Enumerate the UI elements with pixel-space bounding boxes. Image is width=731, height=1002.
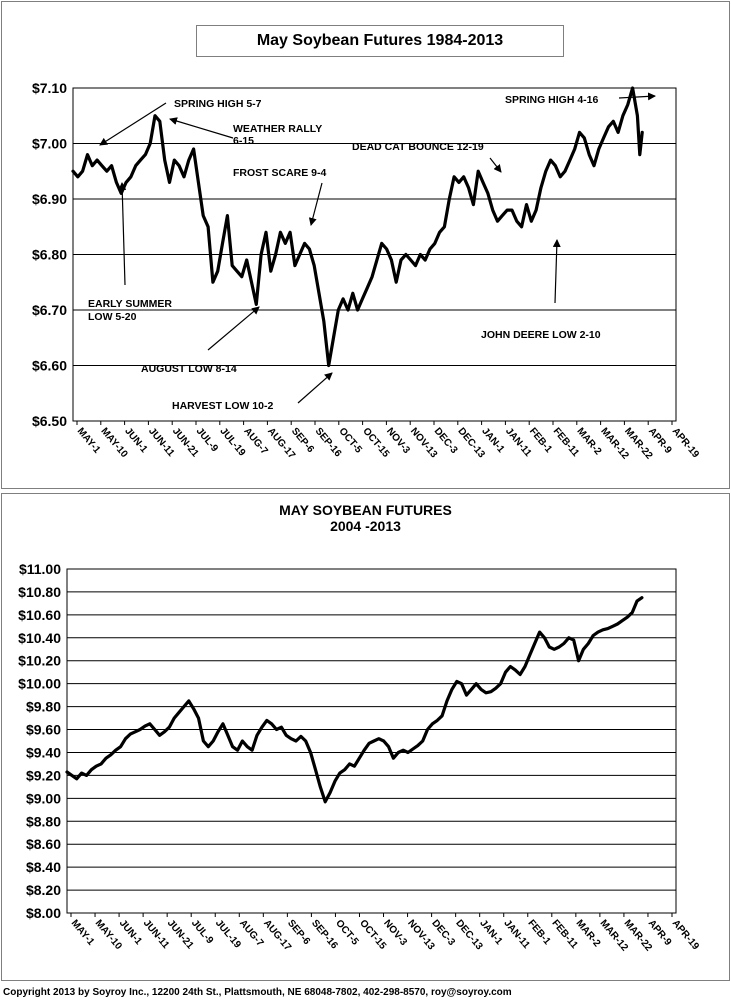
annotation-august-low: AUGUST LOW 8-14 — [141, 363, 237, 375]
y-tick-label: $6.50 — [32, 413, 67, 429]
arrow-john-deere — [552, 239, 561, 304]
price-series-line — [71, 86, 644, 368]
y-tick-label: $11.00 — [19, 561, 61, 577]
annotation-dead-cat-bounce: DEAD CAT BOUNCE 12-19 — [352, 141, 484, 153]
y-tick-label: $6.80 — [32, 247, 67, 263]
y-tick-label: $6.90 — [32, 191, 67, 207]
annotation-harvest-low: HARVEST LOW 10-2 — [172, 400, 273, 412]
y-tick-label: $9.80 — [26, 699, 61, 715]
annotation-weather-rally: WEATHER RALLY 6-15 — [233, 123, 322, 147]
annotation-frost-scare: FROST SCARE 9-4 — [233, 167, 327, 179]
x-tick-label: MAY-1 — [69, 918, 97, 948]
y-tick-label: $9.00 — [26, 790, 61, 806]
price-series-line — [65, 596, 644, 804]
annotation-spring-high-5-7: SPRING HIGH 5-7 — [174, 98, 262, 110]
plot-area — [66, 568, 677, 914]
top-chart: $6.50$6.60$6.70$6.80$6.90$7.00$7.10MAY-1… — [32, 80, 701, 462]
y-tick-label: $6.70 — [32, 302, 67, 318]
y-tick-label: $10.20 — [18, 653, 61, 669]
y-tick-label: $7.10 — [32, 80, 67, 96]
y-tick-label: $8.60 — [26, 836, 61, 852]
y-tick-label: $9.40 — [26, 744, 61, 760]
y-tick-label: $8.00 — [26, 905, 61, 921]
top-chart-title: May Soybean Futures 1984-2013 — [196, 25, 564, 57]
y-tick-label: $7.00 — [32, 136, 67, 152]
footer — [0, 985, 731, 1002]
annotation-spring-high-4-16: SPRING HIGH 4-16 — [505, 94, 599, 106]
arrow-harvest-low — [297, 372, 333, 404]
arrow-weather-rally — [169, 117, 234, 139]
bottom-chart-title: MAY SOYBEAN FUTURES — [279, 502, 452, 518]
y-tick-label: $10.60 — [18, 607, 61, 623]
y-tick-label: $8.20 — [26, 882, 61, 898]
y-tick-label: $8.80 — [26, 813, 61, 829]
arrow-spring-high-5-7 — [99, 102, 167, 146]
annotation-john-deere-low: JOHN DEERE LOW 2-10 — [481, 329, 601, 341]
bottom-chart-panel — [1, 493, 730, 981]
arrow-august-low — [207, 306, 260, 351]
arrow-early-summer — [118, 182, 127, 286]
arrow-dead-cat — [489, 157, 502, 173]
copyright-text: Copyright 2013 by Soyroy Inc., 12200 24t… — [3, 987, 512, 998]
y-tick-label: $9.60 — [26, 722, 61, 738]
x-tick-label: APR-19 — [670, 918, 702, 953]
y-tick-label: $10.40 — [18, 630, 61, 646]
bottom-chart-subtitle: 2004 -2013 — [330, 518, 401, 534]
y-tick-label: $6.60 — [32, 358, 67, 374]
arrow-spring-high-4-16 — [618, 92, 656, 101]
y-tick-label: $10.00 — [18, 676, 61, 692]
arrow-frost-scare — [308, 182, 323, 226]
y-tick-label: $9.20 — [26, 767, 61, 783]
y-tick-label: $8.40 — [26, 859, 61, 875]
top-chart-panel — [1, 1, 730, 489]
y-tick-label: $10.80 — [18, 584, 61, 600]
annotation-early-summer-low: EARLY SUMMER LOW 5-20 — [88, 298, 172, 323]
